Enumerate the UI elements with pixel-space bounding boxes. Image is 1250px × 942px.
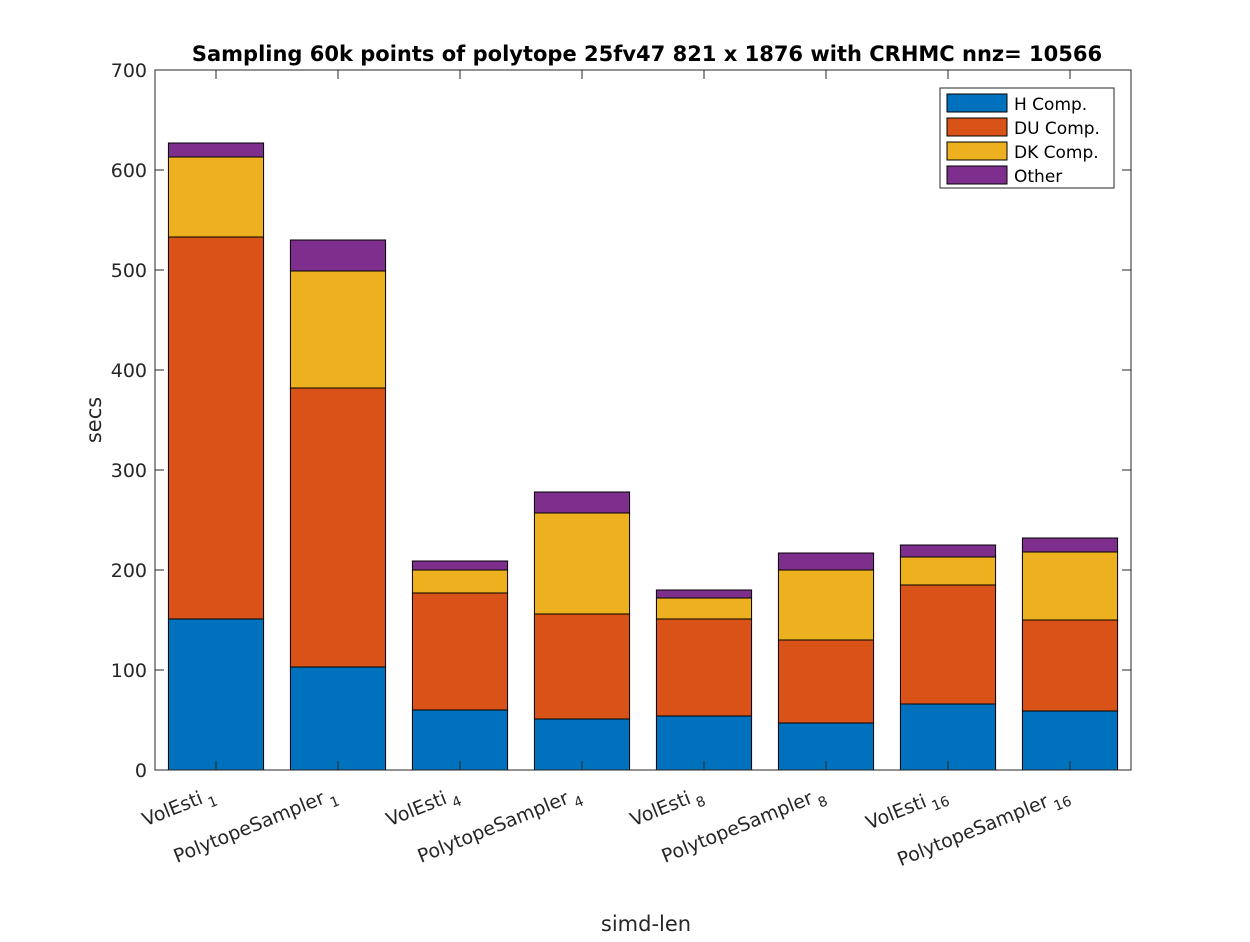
legend-swatch	[946, 117, 1008, 137]
y-tick-label: 700	[111, 60, 147, 82]
x-axis-label: simd-len	[601, 912, 691, 936]
bar-segment	[899, 584, 997, 705]
y-tick-label: 300	[111, 460, 147, 482]
bar-segment	[655, 589, 753, 599]
bar-segment	[1021, 619, 1119, 712]
bar-segment	[533, 613, 631, 720]
x-tick-label-subscript: 16	[930, 793, 953, 815]
bar-segment	[655, 618, 753, 717]
bar-segment	[899, 703, 997, 771]
y-tick-label: 500	[111, 260, 147, 282]
bar-segment	[289, 387, 387, 668]
bar-segment	[289, 666, 387, 771]
bar-segment	[289, 270, 387, 389]
bar-segment	[411, 569, 509, 594]
bar-segment	[289, 239, 387, 272]
bar-segment	[1021, 551, 1119, 621]
y-tick-label: 600	[111, 160, 147, 182]
legend-label: DK Comp.	[1014, 143, 1099, 163]
y-axis: 0 100 200 300 400 500 600 700	[111, 60, 1131, 782]
bar-segment	[533, 512, 631, 615]
legend: H Comp. DU Comp. DK Comp. Other	[939, 87, 1115, 189]
bar-segment	[655, 597, 753, 620]
legend-label: DU Comp.	[1014, 119, 1100, 139]
bar-segment	[777, 552, 875, 571]
legend-label: H Comp.	[1014, 95, 1087, 115]
bar-segment	[411, 560, 509, 571]
bar-segment	[167, 236, 265, 620]
bars-layer	[167, 142, 1119, 771]
bar-segment	[167, 618, 265, 771]
legend-swatch	[946, 165, 1008, 185]
bar-segment	[167, 142, 265, 158]
bar-segment	[899, 556, 997, 586]
legend-swatch	[946, 93, 1008, 113]
legend-swatch	[946, 141, 1008, 161]
bar-segment	[411, 592, 509, 711]
bar-segment	[533, 491, 631, 514]
bar-segment	[1021, 537, 1119, 553]
bar-segment	[777, 639, 875, 724]
chart-title: Sampling 60k points of polytope 25fv47 8…	[192, 42, 1102, 66]
plot-area-frame	[154, 69, 1132, 771]
y-axis-label: secs	[82, 397, 106, 443]
bar-segment	[411, 709, 509, 771]
legend-label: Other	[1014, 167, 1062, 187]
x-tick-label-subscript: 16	[1052, 793, 1075, 815]
bar-segment	[777, 569, 875, 641]
y-tick-label: 0	[135, 760, 147, 782]
y-tick-label: 200	[111, 560, 147, 582]
y-tick-label: 400	[111, 360, 147, 382]
y-tick-label: 100	[111, 660, 147, 682]
bar-segment	[167, 156, 265, 238]
bar-segment	[899, 544, 997, 558]
